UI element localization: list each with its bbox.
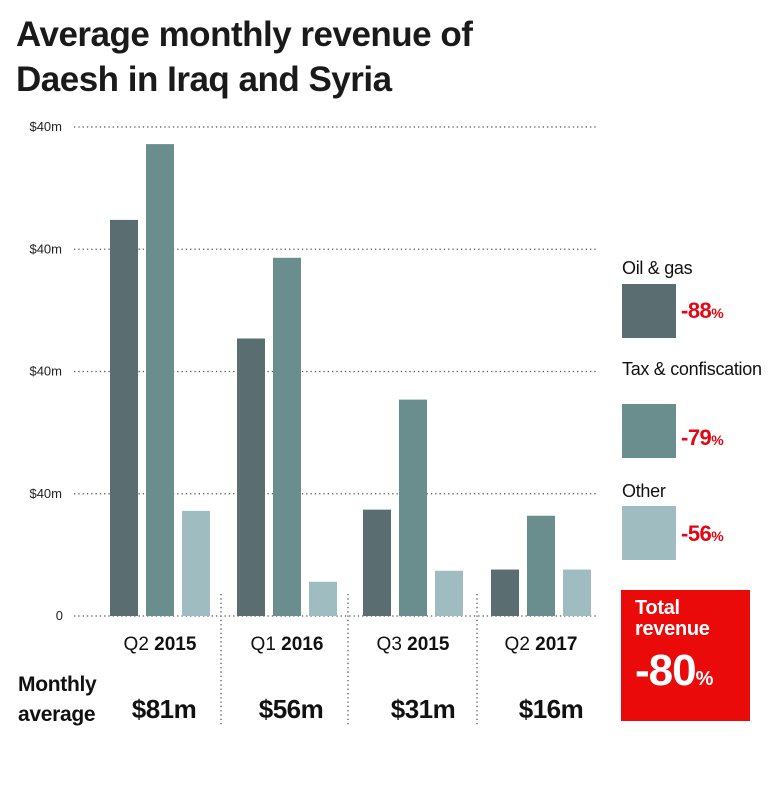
x-tick-year: 2017: [535, 634, 577, 655]
y-tick-label: $40m: [29, 241, 62, 256]
x-tick-label: Q1 2016: [251, 634, 324, 655]
x-tick-prefix: Q3: [377, 634, 408, 655]
monthly-average-value: $16m: [518, 694, 584, 724]
legend-swatch-tax-confiscation: [622, 404, 676, 458]
total-revenue-box: Total revenue -80%: [621, 590, 750, 721]
legend-label-tax-confiscation: Tax & confiscation: [622, 359, 762, 379]
legend-label-oil-gas: Oil & gas: [622, 258, 693, 278]
legend-swatch-other: [622, 506, 676, 560]
legend-label-other: Other: [622, 481, 666, 501]
x-tick-year: 2016: [281, 634, 323, 655]
x-tick-prefix: Q1: [251, 634, 282, 655]
x-tick-prefix: Q2: [124, 634, 155, 655]
legend-change-value: -56: [681, 521, 712, 546]
bar-0-0: [110, 219, 138, 616]
total-revenue-number: -80: [635, 646, 697, 695]
bar-1-1: [273, 257, 301, 616]
bar-2-3: [563, 569, 591, 616]
bar-1-0: [146, 144, 174, 617]
x-tick-year: 2015: [407, 634, 450, 655]
monthly-average-value: $81m: [131, 694, 197, 724]
bar-2-1: [309, 581, 337, 616]
x-tick-label: Q2 2017: [505, 634, 578, 655]
total-revenue-label-line1: Total: [635, 597, 680, 619]
legend-change-oil-gas: -88%: [681, 298, 724, 324]
monthly-average-value: $31m: [390, 694, 456, 724]
monthly-average-value: $56m: [258, 694, 324, 724]
bar-2-2: [435, 570, 463, 616]
bar-1-2: [399, 399, 427, 616]
y-tick-label: $40m: [29, 486, 62, 501]
legend-change-value: -88: [681, 298, 712, 323]
chart-title: Average monthly revenue of Daesh in Iraq…: [16, 15, 473, 99]
bar-0-3: [491, 569, 519, 616]
percent-sign: %: [711, 305, 724, 321]
y-tick-label: 0: [56, 608, 63, 623]
x-tick-prefix: Q2: [505, 634, 536, 655]
bar-1-3: [527, 515, 555, 616]
legend-change-other: -56%: [681, 521, 724, 547]
total-revenue-label-line2: revenue: [635, 618, 710, 640]
legend-swatch-oil-gas: [622, 284, 676, 338]
legend-change-tax-confiscation: -79%: [681, 425, 724, 451]
bar-0-1: [237, 338, 265, 616]
total-percent-sign: %: [695, 668, 714, 690]
y-tick-label: $40m: [29, 364, 62, 379]
monthly-average-label-line2: average: [18, 703, 96, 726]
x-tick-label: Q3 2015: [377, 634, 450, 655]
bar-0-2: [363, 509, 391, 616]
monthly-average-label-line1: Monthly: [18, 673, 97, 696]
bar-2-0: [182, 510, 210, 616]
x-tick-year: 2015: [154, 634, 197, 655]
total-revenue-value: -80%: [635, 646, 750, 704]
x-tick-label: Q2 2015: [124, 634, 197, 655]
y-tick-label: $40m: [29, 119, 62, 134]
legend-change-value: -79: [681, 425, 712, 450]
percent-sign: %: [711, 432, 724, 448]
percent-sign: %: [711, 528, 724, 544]
monthly-average-label: Monthly average: [18, 670, 97, 730]
